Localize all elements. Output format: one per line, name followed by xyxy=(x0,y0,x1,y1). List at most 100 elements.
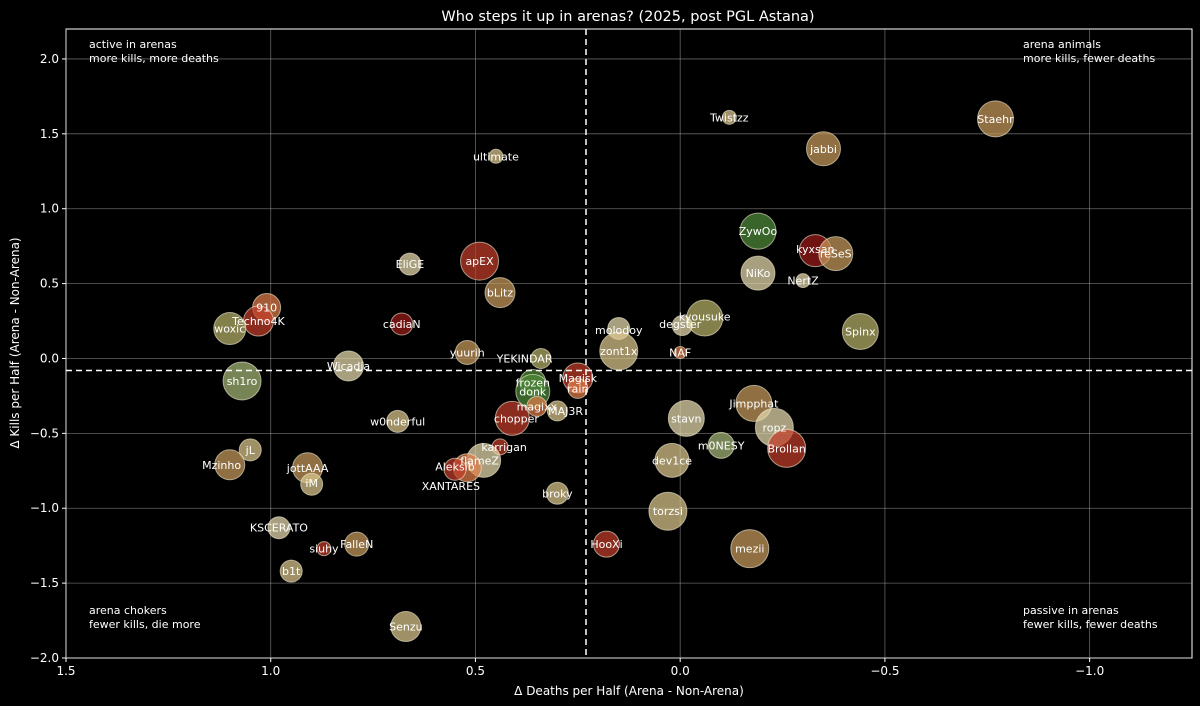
point-EliGE xyxy=(398,252,422,276)
point-Senzu xyxy=(390,611,422,643)
y-tick-label: 0.0 xyxy=(40,351,59,365)
point-mezii xyxy=(730,529,770,569)
point-Spinx xyxy=(841,313,879,351)
point-label: bLitz xyxy=(487,287,513,300)
point-label: reSeS xyxy=(820,248,852,261)
point-label: XANTARES xyxy=(422,480,480,493)
point-b1t xyxy=(279,559,303,583)
point-label: Brollan xyxy=(767,442,805,455)
point-woxic xyxy=(213,312,247,346)
point-label: jabbi xyxy=(809,143,837,156)
point-label: ZywOo xyxy=(739,225,778,238)
point-label: mezii xyxy=(735,543,764,556)
point-label: kyousuke xyxy=(679,311,731,324)
point-cadiaN xyxy=(390,312,414,336)
point-label: b1t xyxy=(282,565,301,578)
point-rain xyxy=(567,377,589,399)
point-label: yuurih xyxy=(450,346,485,359)
y-tick-label: −1.5 xyxy=(30,576,59,590)
point-label: w0nderful xyxy=(370,415,425,428)
point-HooXi xyxy=(592,530,620,558)
point-reSeS xyxy=(818,236,854,272)
point-label: NertZ xyxy=(787,275,819,288)
point-label: apEX xyxy=(465,255,494,268)
grid-lines xyxy=(65,29,1192,659)
point-ultimate xyxy=(488,148,504,164)
point-ZywOo xyxy=(739,212,777,250)
point-label: rain xyxy=(567,382,588,395)
point-Brollan xyxy=(767,428,807,468)
point-label: m0NESY xyxy=(698,439,745,452)
point-label: Jimpphat xyxy=(728,397,779,410)
y-tick-label: −1.0 xyxy=(30,501,59,515)
point-label: cadiaN xyxy=(383,318,421,331)
point-label: broky xyxy=(542,487,573,500)
y-tick-label: 2.0 xyxy=(40,52,59,66)
point-Mzinho xyxy=(214,449,246,481)
point-Wicadia xyxy=(333,350,365,382)
point-apEX xyxy=(460,241,500,281)
point-labels: Staehr jabbi Twistzz ultimate ZywOo kyxsanreS… xyxy=(202,111,1014,633)
quadrant-label-top-right: arena animals xyxy=(1023,38,1101,51)
quadrant-label-bottom-right: passive in arenas xyxy=(1023,604,1119,617)
point-torzsi xyxy=(648,491,688,531)
point-magixx xyxy=(526,395,548,417)
plot-area: Staehr jabbi Twistzz ultimate ZywOo kyxsanreS… xyxy=(65,28,1193,659)
point-label: degster xyxy=(659,318,702,331)
point-Aleksib2 xyxy=(443,457,467,481)
point-label: 910 xyxy=(256,302,277,315)
point-label: ultimate xyxy=(473,150,519,163)
chart-title: Who steps it up in arenas? (2025, post P… xyxy=(441,9,814,25)
point-label: frozen xyxy=(516,376,550,389)
reference-lines xyxy=(66,29,1192,658)
point-chopper xyxy=(494,400,530,436)
y-tick-label: 1.5 xyxy=(40,127,59,141)
quadrant-label-bottom-right: fewer kills, fewer deaths xyxy=(1023,618,1158,631)
x-tick-label: 0.0 xyxy=(671,664,690,678)
point-YEKINDAR xyxy=(530,347,552,369)
point-label: jL xyxy=(245,444,256,457)
point-broky xyxy=(545,481,569,505)
point-label: ropz xyxy=(762,421,786,434)
x-tick-label: −1.0 xyxy=(1075,664,1104,678)
point-KSCERATO xyxy=(267,516,291,540)
point-label: woxic xyxy=(214,323,245,336)
x-tick-label: 0.5 xyxy=(466,664,485,678)
point-label: KSCERATO xyxy=(250,522,308,535)
point-label: donk xyxy=(519,385,547,398)
quadrant-label-bottom-left: arena chokers xyxy=(89,604,167,617)
point-label: siuhy xyxy=(309,543,339,556)
point-label: zont1x xyxy=(600,345,638,358)
point-label: FalleN xyxy=(340,538,373,551)
data-points xyxy=(213,100,1014,643)
point-w0nderful xyxy=(386,409,410,433)
y-axis-label: Δ Kills per Half (Arena - Non-Arena) xyxy=(8,237,22,448)
point-NAF xyxy=(673,345,687,359)
point-stavn xyxy=(667,399,705,437)
point-label: Senzu xyxy=(389,621,422,634)
point-label: Wicadia xyxy=(327,360,370,373)
point-label: kyxsan xyxy=(796,243,834,256)
point-label: Staehr xyxy=(977,113,1014,126)
point-jL xyxy=(238,438,262,462)
point-label: jottAAA xyxy=(286,462,329,475)
x-axis: 1.5 1.0 0.5 0.0 −0.5 −1.0 xyxy=(56,658,1104,678)
point-iM xyxy=(300,472,324,496)
point-label: NiKo xyxy=(746,267,771,280)
point-MAJ3R xyxy=(546,400,568,422)
point-label: Spinx xyxy=(845,326,876,339)
point-label: stavn xyxy=(671,412,701,425)
point-kyousuke2 xyxy=(671,315,693,337)
point-m0NESY xyxy=(707,431,735,459)
point-FalleN xyxy=(344,531,370,557)
point-sh1ro xyxy=(222,361,262,401)
point-label: magixx xyxy=(517,400,558,413)
y-tick-label: 1.0 xyxy=(40,202,59,216)
point-label: dev1ce xyxy=(652,454,692,467)
point-label: iM xyxy=(305,477,318,490)
point-label: Magisk xyxy=(559,372,598,385)
point-label: NAF xyxy=(669,346,691,359)
quadrant-label-top-left: more kills, more deaths xyxy=(89,52,219,65)
